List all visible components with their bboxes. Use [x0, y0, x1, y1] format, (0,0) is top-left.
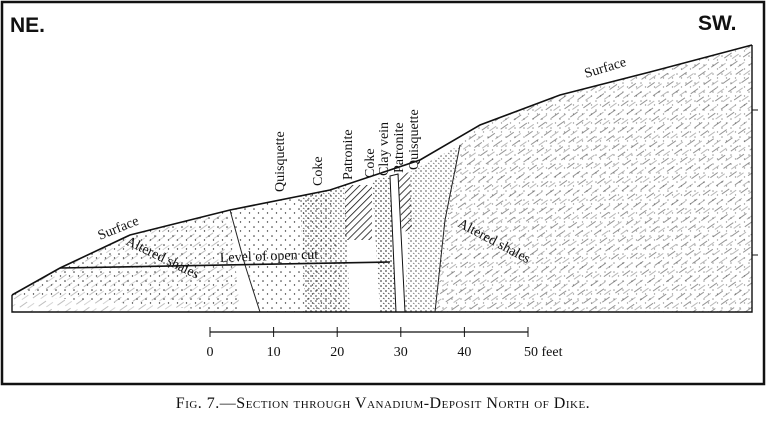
caption: Fig. 7.—Section through Vanadium-Deposit…: [176, 395, 590, 412]
quisquette-right: [405, 145, 460, 312]
shale-right-dots: [435, 45, 752, 312]
stratum-label: Coke: [311, 156, 326, 186]
scale-bar: 0 10 20 30 40 50 feet: [207, 327, 563, 360]
sw-label: SW.: [698, 12, 737, 35]
scale-label: 30: [394, 345, 408, 360]
boundary: [434, 144, 461, 313]
stratum-label: Patronite: [341, 129, 356, 180]
scale-label: 20: [330, 345, 344, 360]
scale-label: 10: [267, 345, 281, 360]
stratum-label: Quisquette: [407, 109, 422, 170]
stratum-label: Quisquette: [273, 131, 288, 192]
surface-line: [11, 44, 753, 296]
frame: [0, 0, 766, 386]
stratum-label: Patronite: [392, 122, 407, 173]
section: [11, 44, 758, 313]
patronite: [345, 185, 372, 240]
scale-label: 0: [207, 345, 214, 360]
coke: [300, 186, 350, 312]
surface-label: Surface: [583, 55, 628, 82]
scale-label: 50 feet: [524, 345, 563, 360]
open-cut-label: Level of open cut: [220, 248, 319, 266]
stratum-label: Clay vein: [377, 122, 392, 176]
scale-label: 40: [457, 345, 471, 360]
ne-label: NE.: [10, 14, 45, 37]
stratum-label: Coke: [363, 148, 378, 178]
shale-left-lines: [12, 210, 240, 312]
open-cut-line: [59, 261, 391, 269]
section-border: [11, 45, 753, 313]
